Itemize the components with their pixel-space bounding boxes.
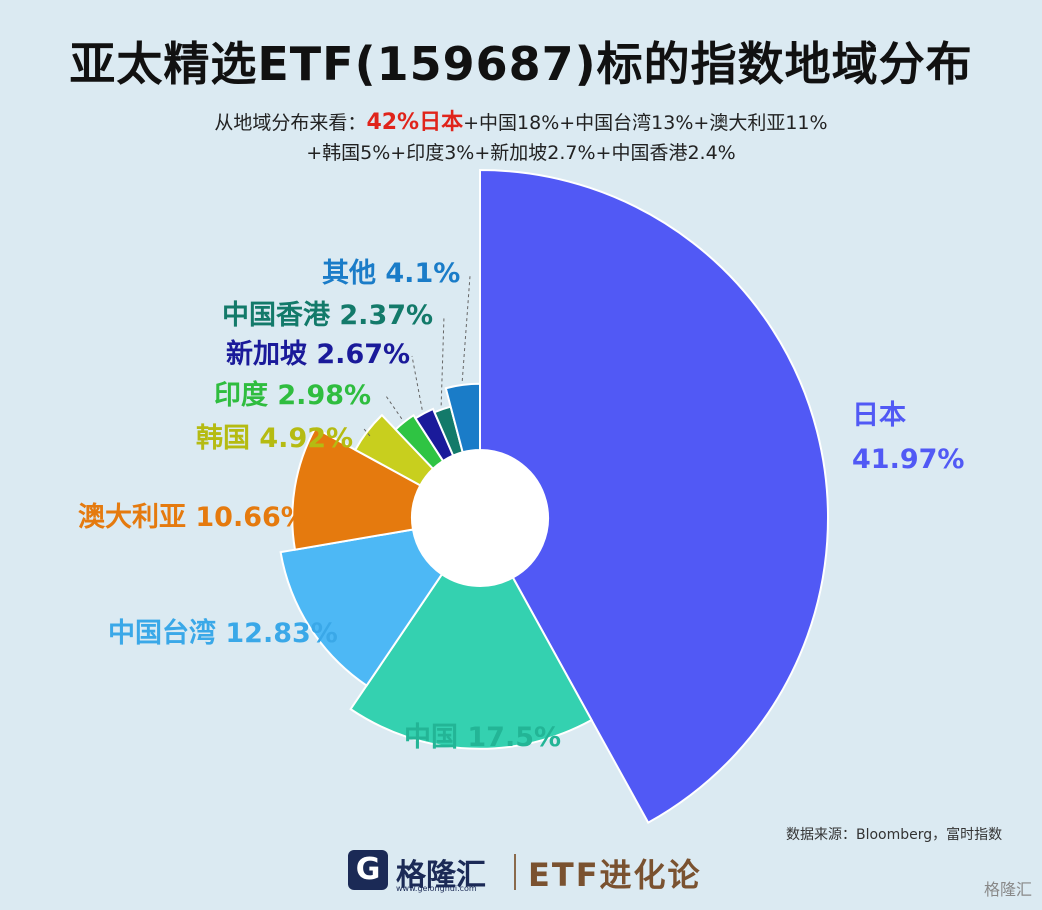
subtitle: 从地域分布来看：42%日本+中国18%+中国台湾13%+澳大利亚11% +韩国5… xyxy=(0,108,1042,168)
footer-logo: G 格隆汇 www.gelonghui.com ETF进化论 xyxy=(348,846,728,896)
leader-line-8 xyxy=(461,275,471,381)
pie-center-hole xyxy=(412,450,548,586)
leader-line-6 xyxy=(411,355,423,410)
logo-icon: G xyxy=(348,850,388,890)
slice-label-3: 澳大利亚 10.66% xyxy=(78,502,308,533)
slice-label-6: 新加坡 2.67% xyxy=(226,338,410,370)
leader-lines xyxy=(363,275,471,437)
subtitle-prefix: 从地域分布来看： xyxy=(214,112,367,134)
data-source: 数据来源：Bloomberg，富时指数 xyxy=(786,827,1003,843)
leader-line-7 xyxy=(440,315,445,406)
slice-label-0-line2: 41.97% xyxy=(852,444,964,475)
slice-label-4: 韩国 4.92% xyxy=(196,423,353,454)
slice-label-2: 中国台湾 12.83% xyxy=(108,617,338,649)
subtitle-line-1: 从地域分布来看：42%日本+中国18%+中国台湾13%+澳大利亚11% xyxy=(0,108,1042,138)
slice-label-8: 其他 4.1% xyxy=(322,258,460,289)
leader-line-5 xyxy=(385,395,403,420)
subtitle-line-2: +韩国5%+印度3%+新加坡2.7%+中国香港2.4% xyxy=(306,142,736,164)
slice-label-5: 印度 2.98% xyxy=(214,379,371,411)
logo-url: www.gelonghui.com xyxy=(396,884,477,893)
slice-label-0-line1: 日本 xyxy=(852,400,906,431)
subtitle-rest-1: +中国18%+中国台湾13%+澳大利亚11% xyxy=(463,112,828,134)
slice-label-1: 中国 17.5% xyxy=(404,722,561,753)
slice-labels: 日本 41.97% 中国 17.5% 中国台湾 12.83% 澳大利亚 10.66% 韩国… xyxy=(78,258,964,753)
slice-label-7: 中国香港 2.37% xyxy=(222,300,433,331)
pie-slices xyxy=(279,168,829,824)
logo-subbrand: ETF进化论 xyxy=(528,856,702,894)
corner-watermark: 格隆汇 xyxy=(983,880,1032,899)
leader-line-4 xyxy=(363,428,371,437)
logo-name: 格隆汇 xyxy=(396,858,486,893)
page-title: 亚太精选ETF(159687)标的指数地域分布 xyxy=(69,37,973,91)
logo-divider xyxy=(514,854,516,890)
subtitle-highlight: 42%日本 xyxy=(366,110,464,135)
